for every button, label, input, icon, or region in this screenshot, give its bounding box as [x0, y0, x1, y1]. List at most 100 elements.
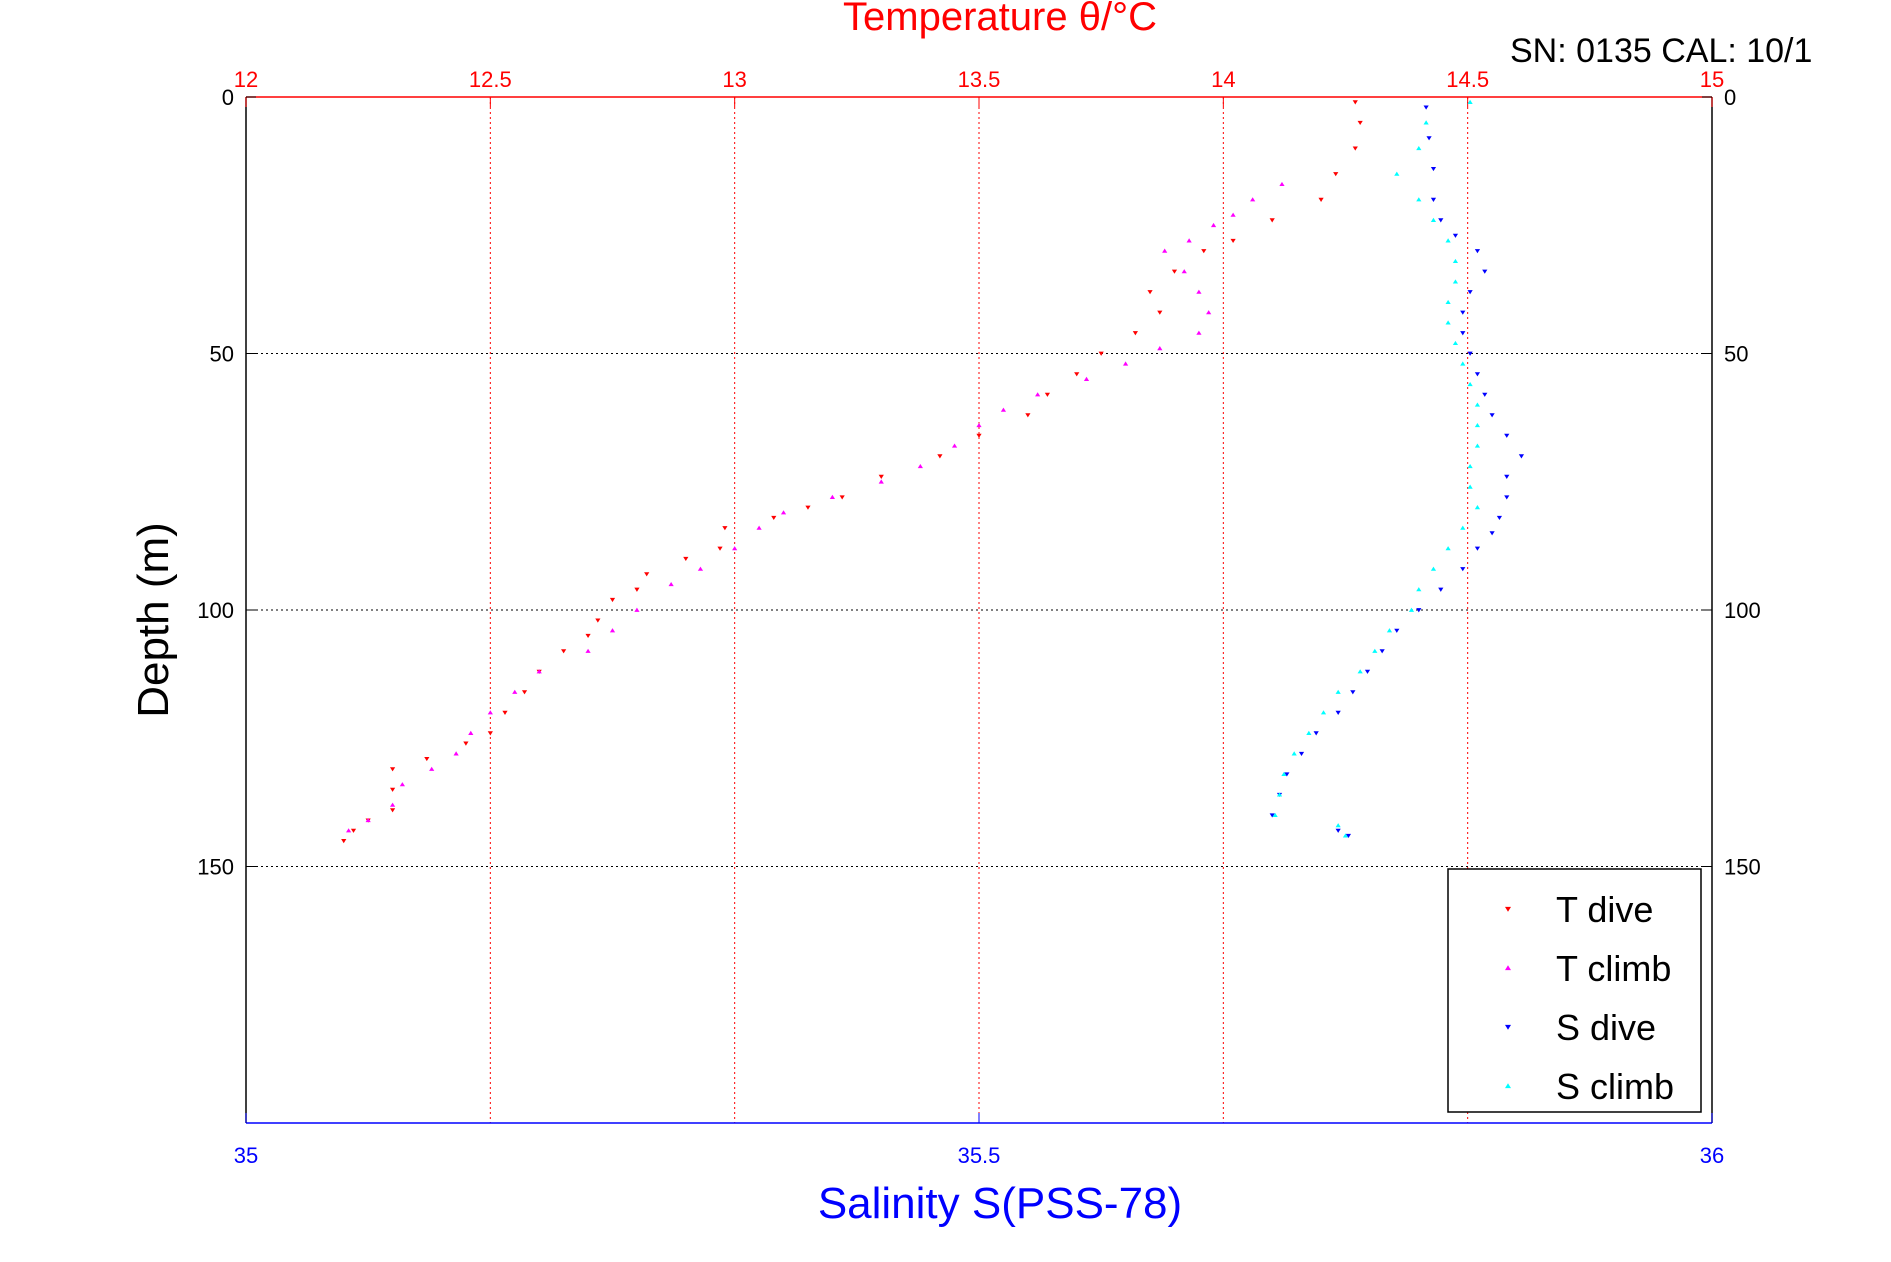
s-dive-point	[1504, 495, 1510, 500]
t-dive-point	[487, 731, 493, 736]
t-dive-point	[463, 741, 469, 746]
s-dive-point	[1489, 413, 1495, 418]
s-climb-point	[1467, 99, 1473, 104]
s-dive-point	[1467, 290, 1473, 295]
t-dive-point	[609, 597, 616, 603]
t-dive-point	[1230, 238, 1236, 243]
t-climb-point	[1157, 346, 1163, 351]
x-axis-bottom-label: Salinity S(PSS-78)	[818, 1179, 1182, 1228]
t-climb-point	[1210, 222, 1217, 228]
t-climb-point	[1162, 248, 1168, 253]
t-dive-point	[1074, 372, 1080, 377]
t-climb-point	[346, 828, 352, 833]
t-climb-point	[429, 766, 435, 771]
y-left-tick-label: 0	[222, 85, 234, 110]
t-dive-point	[976, 433, 982, 438]
s-dive-point	[1426, 136, 1432, 141]
t-climb-point	[1279, 181, 1285, 187]
t-climb-point	[399, 782, 405, 787]
t-dive-point	[683, 556, 689, 562]
t-dive-point	[1025, 413, 1031, 418]
legend-label-s-climb: S climb	[1556, 1066, 1674, 1107]
t-climb-point	[1206, 310, 1212, 315]
s-climb-point	[1467, 464, 1473, 469]
s-dive-point	[1269, 813, 1275, 818]
s-dive-point	[1298, 751, 1305, 756]
s-climb-point	[1320, 710, 1327, 715]
t-dive-point	[1352, 100, 1358, 105]
s-dive-point	[1460, 310, 1466, 315]
t-climb-point	[951, 443, 958, 448]
t-climb-point	[780, 510, 787, 515]
s-dive-point	[1416, 608, 1422, 613]
s-climb-point	[1430, 217, 1437, 222]
y-right-tick-label: 50	[1724, 342, 1748, 367]
s-climb-point	[1291, 751, 1297, 756]
y-left-tick-label: 150	[197, 855, 234, 880]
s-climb-point	[1416, 197, 1422, 202]
s-climb-point	[1467, 381, 1473, 387]
t-dive-point	[1318, 197, 1324, 202]
t-climb-point	[1186, 238, 1192, 243]
s-dive-point	[1335, 828, 1341, 833]
s-climb-point	[1452, 258, 1459, 263]
s-climb-point	[1445, 546, 1451, 551]
s-dive-point	[1284, 772, 1290, 777]
t-climb-point	[1250, 197, 1256, 202]
t-climb-point	[1083, 376, 1090, 381]
legend-marker-t-dive	[1505, 906, 1511, 912]
t-climb-point	[917, 464, 923, 469]
y-axis-label: Depth (m)	[129, 522, 178, 718]
s-climb-point	[1474, 402, 1481, 407]
t-dive-point	[1269, 218, 1275, 223]
t-climb-point	[1230, 212, 1236, 217]
s-dive-point	[1474, 372, 1481, 377]
t-dive-point	[521, 690, 528, 695]
s-dive-point	[1345, 833, 1352, 839]
t-climb-point	[1035, 392, 1041, 397]
t-climb-point	[585, 648, 591, 653]
t-dive-point	[1157, 310, 1163, 315]
t-climb-point	[487, 710, 493, 715]
x-bottom-tick-label: 35.5	[958, 1143, 1001, 1168]
y-left-tick-label: 100	[197, 598, 234, 623]
s-climb-point	[1335, 689, 1341, 694]
s-climb-point	[1430, 566, 1437, 571]
legend-box	[1447, 868, 1702, 1113]
x-bottom-tick-label: 36	[1700, 1143, 1724, 1168]
t-climb-point	[1000, 407, 1007, 412]
s-dive-point	[1467, 351, 1473, 356]
s-climb-point	[1408, 607, 1415, 612]
t-dive-point	[341, 839, 347, 844]
t-climb-point	[1196, 289, 1202, 294]
s-climb-point	[1452, 340, 1459, 346]
t-climb-point	[512, 689, 518, 694]
t-dive-point	[424, 756, 430, 762]
s-dive-point	[1504, 474, 1510, 479]
s-dive-point	[1394, 628, 1400, 633]
s-dive-point	[1423, 105, 1429, 110]
t-dive-point	[1333, 172, 1339, 177]
t-climb-point	[668, 582, 674, 587]
t-climb-point	[453, 751, 459, 756]
s-climb-point	[1335, 823, 1341, 828]
t-climb-point	[536, 669, 542, 674]
s-dive-point	[1438, 218, 1444, 223]
t-climb-point	[732, 546, 738, 551]
t-climb-point	[365, 817, 371, 823]
s-dive-point	[1430, 167, 1437, 172]
s-dive-point	[1364, 669, 1371, 674]
t-dive-point	[1352, 146, 1358, 151]
x-top-tick-label: 13.5	[958, 67, 1001, 92]
t-climb-point	[976, 422, 982, 428]
s-dive-point	[1504, 433, 1510, 438]
s-climb-point	[1372, 648, 1378, 653]
x-top-tick-label: 15	[1700, 67, 1724, 92]
t-dive-point	[634, 587, 640, 592]
y-left-tick-label: 50	[210, 342, 234, 367]
t-climb-point	[878, 479, 884, 484]
t-climb-point	[1181, 269, 1187, 274]
t-climb-point	[634, 607, 640, 612]
x-top-tick-label: 12.5	[469, 67, 512, 92]
